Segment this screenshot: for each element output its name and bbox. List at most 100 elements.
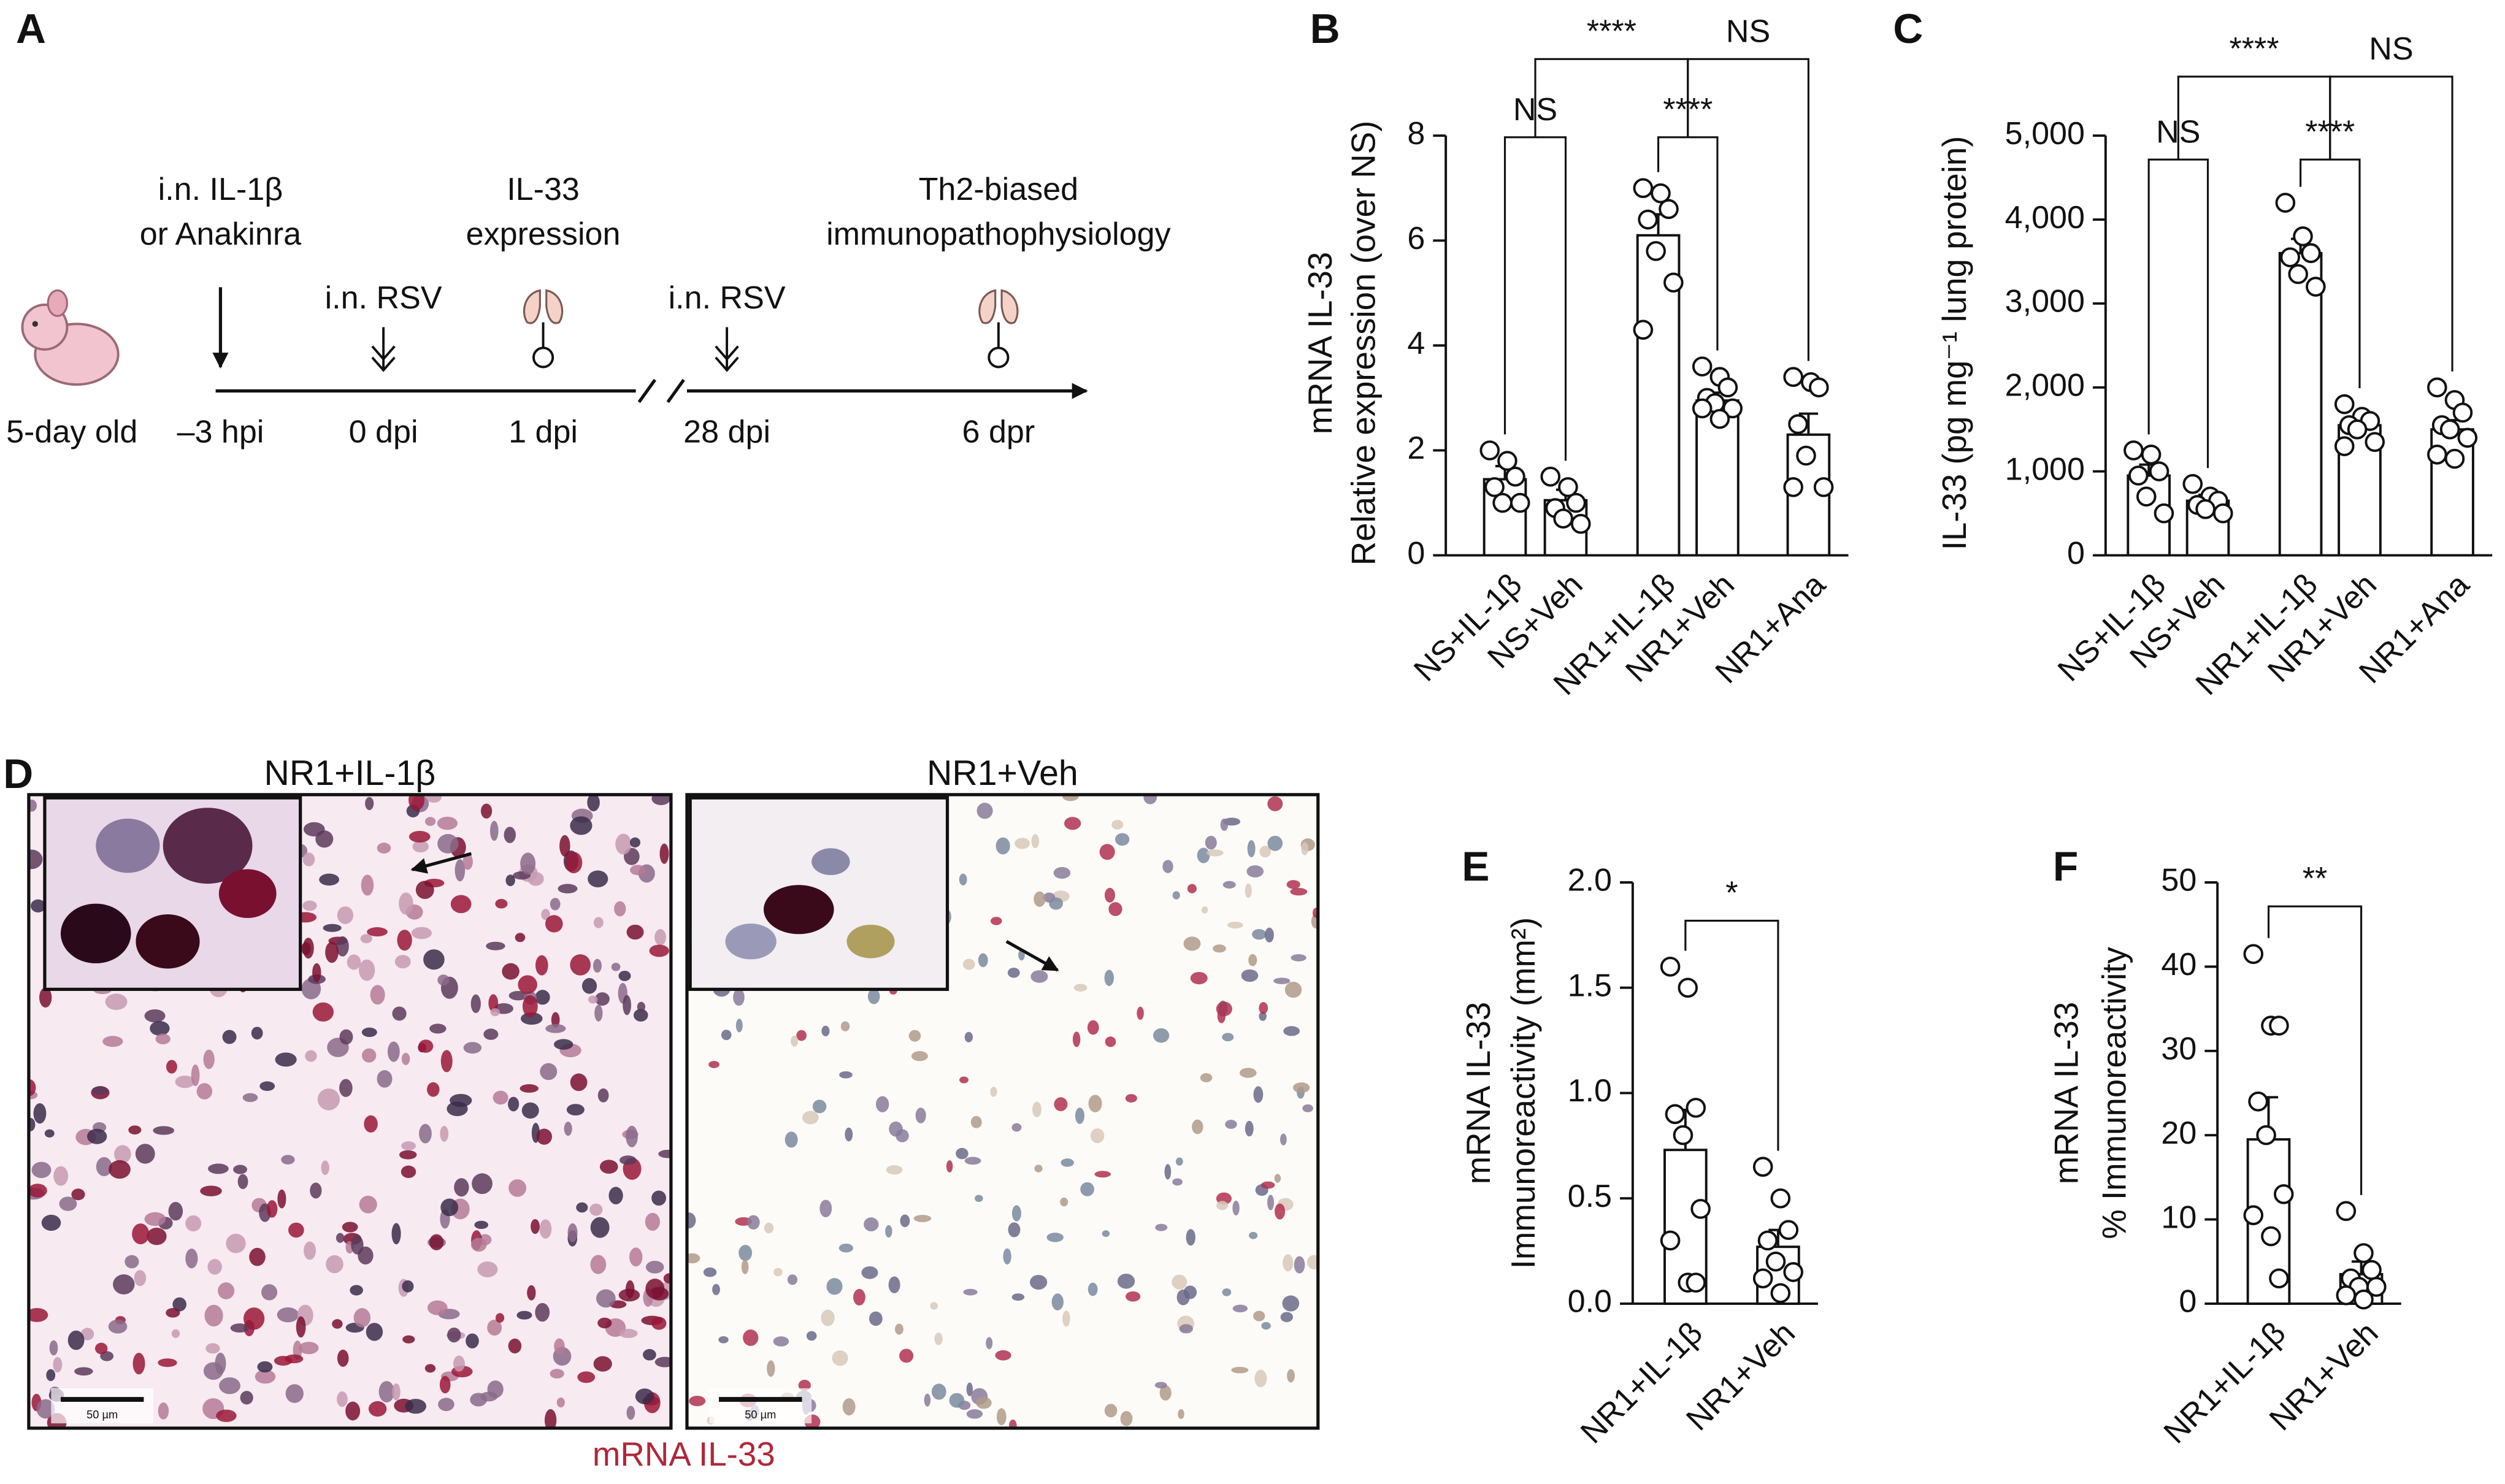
data-point — [1770, 1283, 1791, 1304]
y-axis-label: Immunoreactivity (mm²) — [1505, 917, 1542, 1269]
cell — [1222, 881, 1236, 889]
data-point — [2280, 247, 2300, 267]
data-point — [2243, 1205, 2264, 1225]
cell — [134, 1270, 147, 1287]
y-tick-label: 4 — [1407, 326, 1425, 361]
data-point — [2243, 944, 2264, 965]
cell — [658, 1149, 671, 1158]
cell — [1197, 847, 1210, 863]
data-point — [2149, 461, 2169, 481]
cell — [1099, 844, 1115, 860]
cell — [1143, 794, 1157, 805]
data-point — [1692, 356, 1713, 377]
significance-label: NS — [1726, 13, 1770, 49]
cell — [288, 1222, 304, 1238]
lung-icon — [1000, 289, 1019, 324]
data-point — [2301, 243, 2321, 264]
cell — [437, 974, 450, 986]
cell — [203, 1362, 223, 1380]
panel-letter: D — [3, 751, 33, 797]
cell — [1232, 1304, 1248, 1313]
arrow — [1005, 940, 1059, 972]
event-label: i.n. RSV — [325, 280, 442, 316]
cell — [401, 1165, 416, 1179]
cell — [368, 1401, 387, 1417]
cell — [839, 1071, 853, 1079]
cell — [593, 958, 602, 973]
cell — [366, 1323, 383, 1341]
data-point — [1809, 377, 1829, 398]
y-tick-label: 0 — [2067, 535, 2085, 571]
cell — [876, 1096, 889, 1112]
cell — [275, 1052, 297, 1067]
cell — [741, 1260, 749, 1274]
cell — [144, 1212, 166, 1226]
cell — [1232, 1200, 1240, 1216]
cell — [1253, 1086, 1264, 1103]
cell — [1111, 820, 1124, 830]
y-tick-label: 6 — [1407, 221, 1425, 256]
cell — [226, 1233, 246, 1253]
cell — [623, 995, 631, 1015]
significance-label: * — [1725, 876, 1738, 911]
cell — [222, 1030, 237, 1044]
cell — [1030, 970, 1048, 983]
lung-marker — [532, 346, 554, 369]
cell — [1062, 794, 1079, 801]
cell — [345, 1401, 361, 1421]
cell — [784, 1131, 798, 1148]
cell — [504, 827, 516, 843]
cell — [990, 917, 1002, 925]
y-axis-label: mRNA IL-33 — [1302, 252, 1339, 435]
cell — [196, 1083, 213, 1100]
cell — [747, 1215, 760, 1230]
cell — [712, 1283, 720, 1296]
cell — [251, 1027, 263, 1040]
cell — [565, 852, 583, 874]
panel-letter: A — [16, 6, 46, 52]
cell — [166, 1307, 180, 1318]
cell — [861, 1266, 878, 1279]
cell — [424, 817, 436, 826]
cell — [966, 1409, 983, 1419]
y-tick-label: 4,000 — [2005, 200, 2085, 235]
cell — [889, 1121, 903, 1137]
mouse-icon — [21, 289, 120, 386]
cell — [986, 1337, 993, 1350]
data-point — [1540, 466, 1561, 487]
y-axis-label: mRNA IL-33 — [2047, 1002, 2085, 1185]
data-point — [2366, 1277, 2387, 1297]
cell — [1011, 1205, 1021, 1222]
image-frame — [27, 793, 673, 1430]
data-point — [1686, 1098, 1706, 1118]
lung-marker — [988, 346, 1010, 369]
cell — [845, 1127, 853, 1142]
panel-letter: C — [1893, 6, 1923, 52]
cell — [41, 1214, 61, 1231]
cell — [440, 1198, 459, 1217]
cell — [312, 963, 321, 982]
cell — [207, 1258, 222, 1275]
cell — [1216, 1201, 1229, 1211]
cell — [764, 1222, 774, 1234]
cell — [508, 1338, 522, 1354]
cell — [964, 1157, 981, 1165]
cell — [1034, 1165, 1043, 1172]
cell — [80, 1328, 94, 1341]
cell — [259, 1081, 275, 1091]
cell — [626, 1125, 638, 1147]
cell — [1267, 835, 1283, 851]
cell — [970, 1115, 982, 1128]
data-point — [2439, 419, 2460, 440]
y-tick-label: 0 — [2179, 1284, 2196, 1320]
cell — [158, 1402, 169, 1420]
cell — [1245, 1120, 1254, 1137]
y-tick-label: 1.0 — [1568, 1073, 1612, 1109]
cell — [53, 1356, 63, 1373]
cell — [204, 1304, 223, 1327]
data-point — [2273, 1184, 2294, 1204]
significance-bracket — [2147, 158, 2209, 469]
inset-cell — [725, 924, 777, 960]
cell — [956, 1147, 969, 1160]
cell — [1087, 1020, 1099, 1035]
